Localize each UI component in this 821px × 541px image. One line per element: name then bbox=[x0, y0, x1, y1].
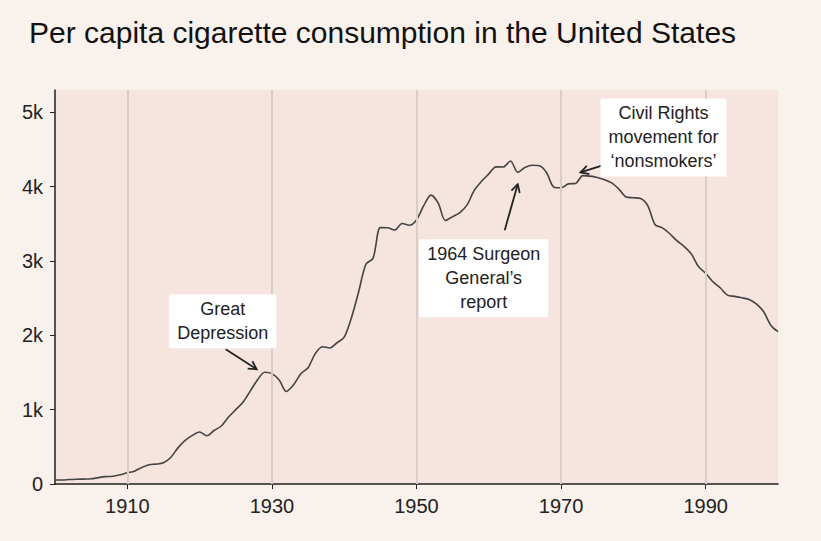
svg-text:Depression: Depression bbox=[177, 323, 268, 343]
svg-text:‘nonsmokers’: ‘nonsmokers’ bbox=[611, 151, 717, 171]
svg-text:1k: 1k bbox=[22, 399, 44, 421]
svg-text:0: 0 bbox=[32, 473, 43, 495]
svg-text:1970: 1970 bbox=[539, 495, 584, 517]
svg-text:1990: 1990 bbox=[683, 495, 728, 517]
svg-text:5k: 5k bbox=[22, 101, 44, 123]
svg-text:1950: 1950 bbox=[394, 495, 439, 517]
svg-text:1930: 1930 bbox=[250, 495, 295, 517]
svg-text:1910: 1910 bbox=[105, 495, 150, 517]
svg-text:Per capita cigarette consumpti: Per capita cigarette consumption in the … bbox=[29, 16, 736, 49]
svg-text:3k: 3k bbox=[22, 250, 44, 272]
svg-text:1964 Surgeon: 1964 Surgeon bbox=[427, 244, 540, 264]
svg-text:General’s: General’s bbox=[445, 268, 522, 288]
svg-text:4k: 4k bbox=[22, 176, 44, 198]
svg-text:movement for: movement for bbox=[609, 127, 719, 147]
svg-text:Great: Great bbox=[200, 299, 245, 319]
svg-text:report: report bbox=[460, 292, 507, 312]
svg-text:2k: 2k bbox=[22, 324, 44, 346]
svg-text:Civil Rights: Civil Rights bbox=[619, 103, 709, 123]
